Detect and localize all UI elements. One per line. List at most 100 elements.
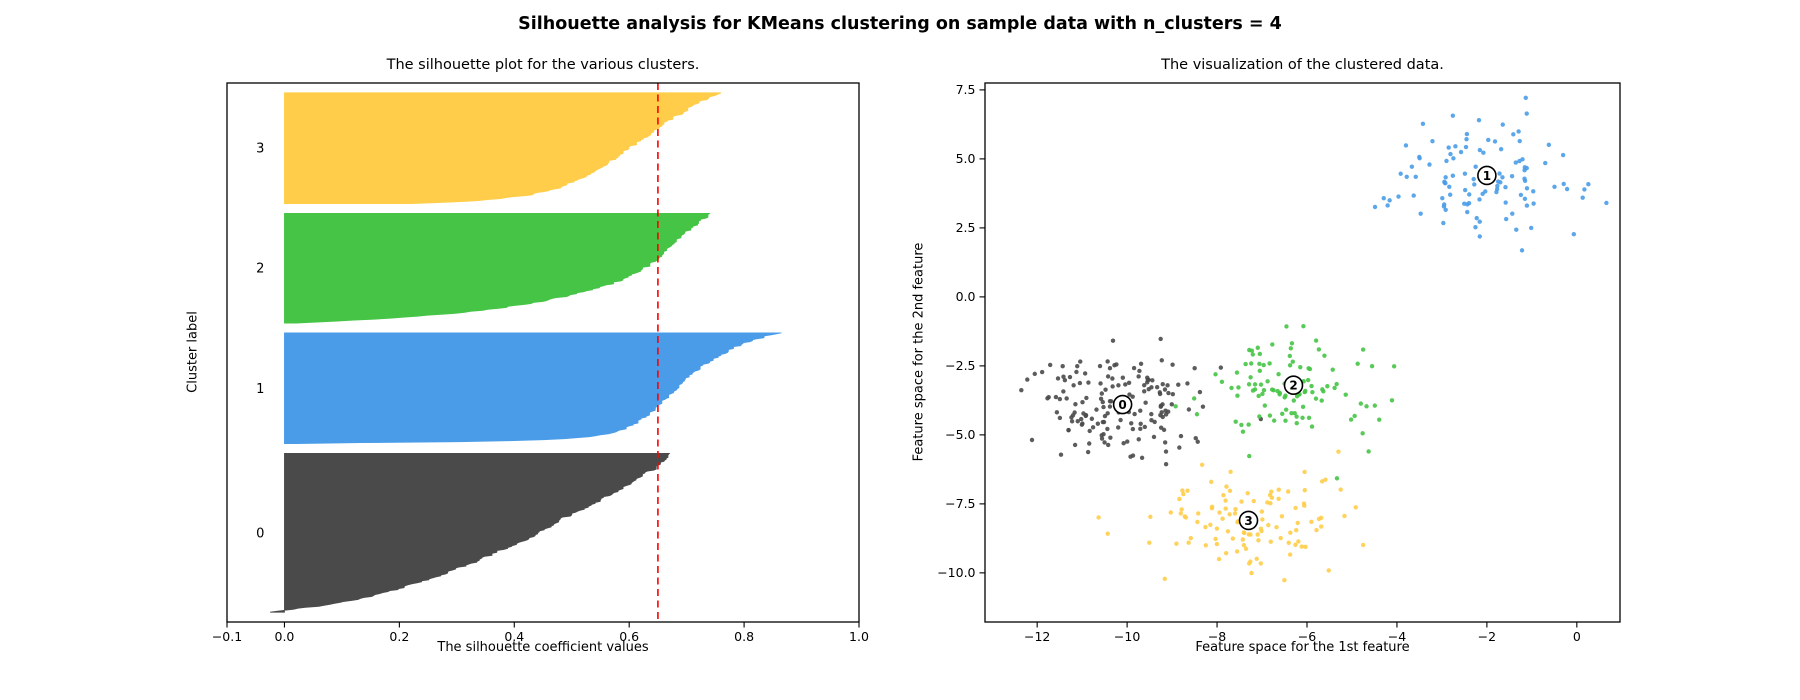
scatter-point (1101, 432, 1106, 437)
scatter-point (1319, 524, 1324, 529)
scatter-point (1294, 528, 1299, 533)
scatter-point (1121, 441, 1126, 446)
y-tick-label: 2.5 (956, 220, 976, 235)
silhouette-cluster-area-3 (284, 92, 722, 204)
scatter-point (1185, 381, 1190, 386)
scatter-point (1355, 361, 1360, 366)
scatter-cluster-2 (1173, 323, 1397, 481)
scatter-point (1096, 515, 1101, 520)
scatter-point (1106, 442, 1111, 448)
scatter-point (1500, 122, 1505, 127)
scatter-point (1083, 412, 1089, 418)
scatter-point (1240, 537, 1246, 542)
scatter-point (1227, 512, 1232, 517)
scatter-point (1450, 113, 1456, 118)
scatter-point (1178, 511, 1184, 516)
scatter-point (1306, 366, 1311, 371)
x-tick-label: 0.8 (734, 629, 754, 644)
scatter-point (1232, 511, 1238, 516)
scatter-point (1494, 189, 1499, 195)
scatter-point (1518, 192, 1524, 198)
scatter-point (1255, 345, 1260, 350)
scatter-point (1286, 540, 1291, 545)
scatter-point (1514, 227, 1519, 232)
scatter-point (1279, 514, 1285, 519)
scatter-point (1442, 179, 1447, 185)
scatter-point (1078, 359, 1083, 364)
scatter-point (1241, 543, 1247, 548)
scatter-point (1477, 197, 1482, 202)
scatter-point (1261, 388, 1267, 393)
scatter-point (1130, 394, 1135, 399)
scatter-point (1465, 202, 1470, 207)
scatter-point (1520, 157, 1525, 162)
y-tick-label: 7.5 (956, 82, 976, 97)
scatter-point (1162, 387, 1168, 392)
scatter-point (1546, 142, 1552, 148)
scatter-point (1523, 95, 1528, 101)
scatter-point (1229, 385, 1234, 391)
scatter-point (1085, 449, 1091, 455)
scatter-point (1149, 418, 1154, 423)
scatter-point (1142, 389, 1147, 394)
scatter-point (1193, 436, 1198, 441)
scatter-point (1149, 411, 1154, 417)
scatter-point (1243, 546, 1249, 551)
scatter-point (1473, 164, 1478, 169)
scatter-point (1118, 417, 1123, 423)
scatter-point (1177, 496, 1182, 502)
scatter-point (1287, 552, 1293, 557)
scatter-point (1223, 498, 1228, 503)
scatter-point (1057, 396, 1063, 402)
scatter-point (1082, 371, 1088, 376)
scatter-point (1071, 383, 1076, 388)
scatter-point (1087, 428, 1092, 434)
scatter-point (1417, 154, 1422, 160)
scatter-point (1151, 434, 1157, 440)
scatter-point (1524, 186, 1530, 191)
scatter-point (1105, 531, 1110, 536)
scatter-point (1448, 151, 1453, 157)
scatter-point (1250, 388, 1256, 393)
scatter-point (1524, 203, 1530, 208)
scatter-point (1064, 396, 1069, 401)
scatter-point (1054, 410, 1060, 415)
scatter-point (1158, 425, 1164, 430)
x-tick-label: −8 (1208, 629, 1226, 644)
scatter-point (1057, 415, 1063, 421)
scatter-point (1123, 382, 1128, 387)
scatter-point (1249, 361, 1254, 366)
scatter-point (1283, 407, 1289, 412)
scatter-point (1129, 421, 1134, 426)
scatter-point (1107, 399, 1113, 404)
scatter-point (1334, 476, 1340, 481)
scatter-point (1032, 371, 1037, 377)
scatter-point (1492, 139, 1498, 144)
scatter-point (1283, 393, 1288, 398)
cluster-center-marker-2: 2 (1283, 375, 1304, 396)
scatter-point (1443, 175, 1448, 180)
scatter-point (1325, 384, 1330, 389)
scatter-point (1246, 382, 1252, 387)
scatter-point (1305, 377, 1311, 383)
scatter-point (1236, 385, 1241, 390)
scatter-point (1138, 408, 1143, 413)
scatter-point (1511, 132, 1516, 137)
scatter-point (1277, 390, 1282, 396)
scatter-point (1045, 396, 1050, 401)
scatter-point (1319, 515, 1324, 520)
scatter-point (1074, 369, 1079, 375)
scatter-point (1242, 530, 1247, 536)
scatter-point (1196, 511, 1201, 516)
scatter-point (1302, 469, 1307, 475)
scatter-point (1292, 411, 1297, 416)
scatter-point (1157, 390, 1162, 395)
scatter-point (1306, 415, 1312, 420)
scatter-point (1481, 150, 1486, 155)
scatter-point (1464, 137, 1469, 142)
scatter-point (1389, 398, 1395, 403)
scatter-point (1170, 362, 1175, 367)
scatter-point (1169, 402, 1174, 407)
